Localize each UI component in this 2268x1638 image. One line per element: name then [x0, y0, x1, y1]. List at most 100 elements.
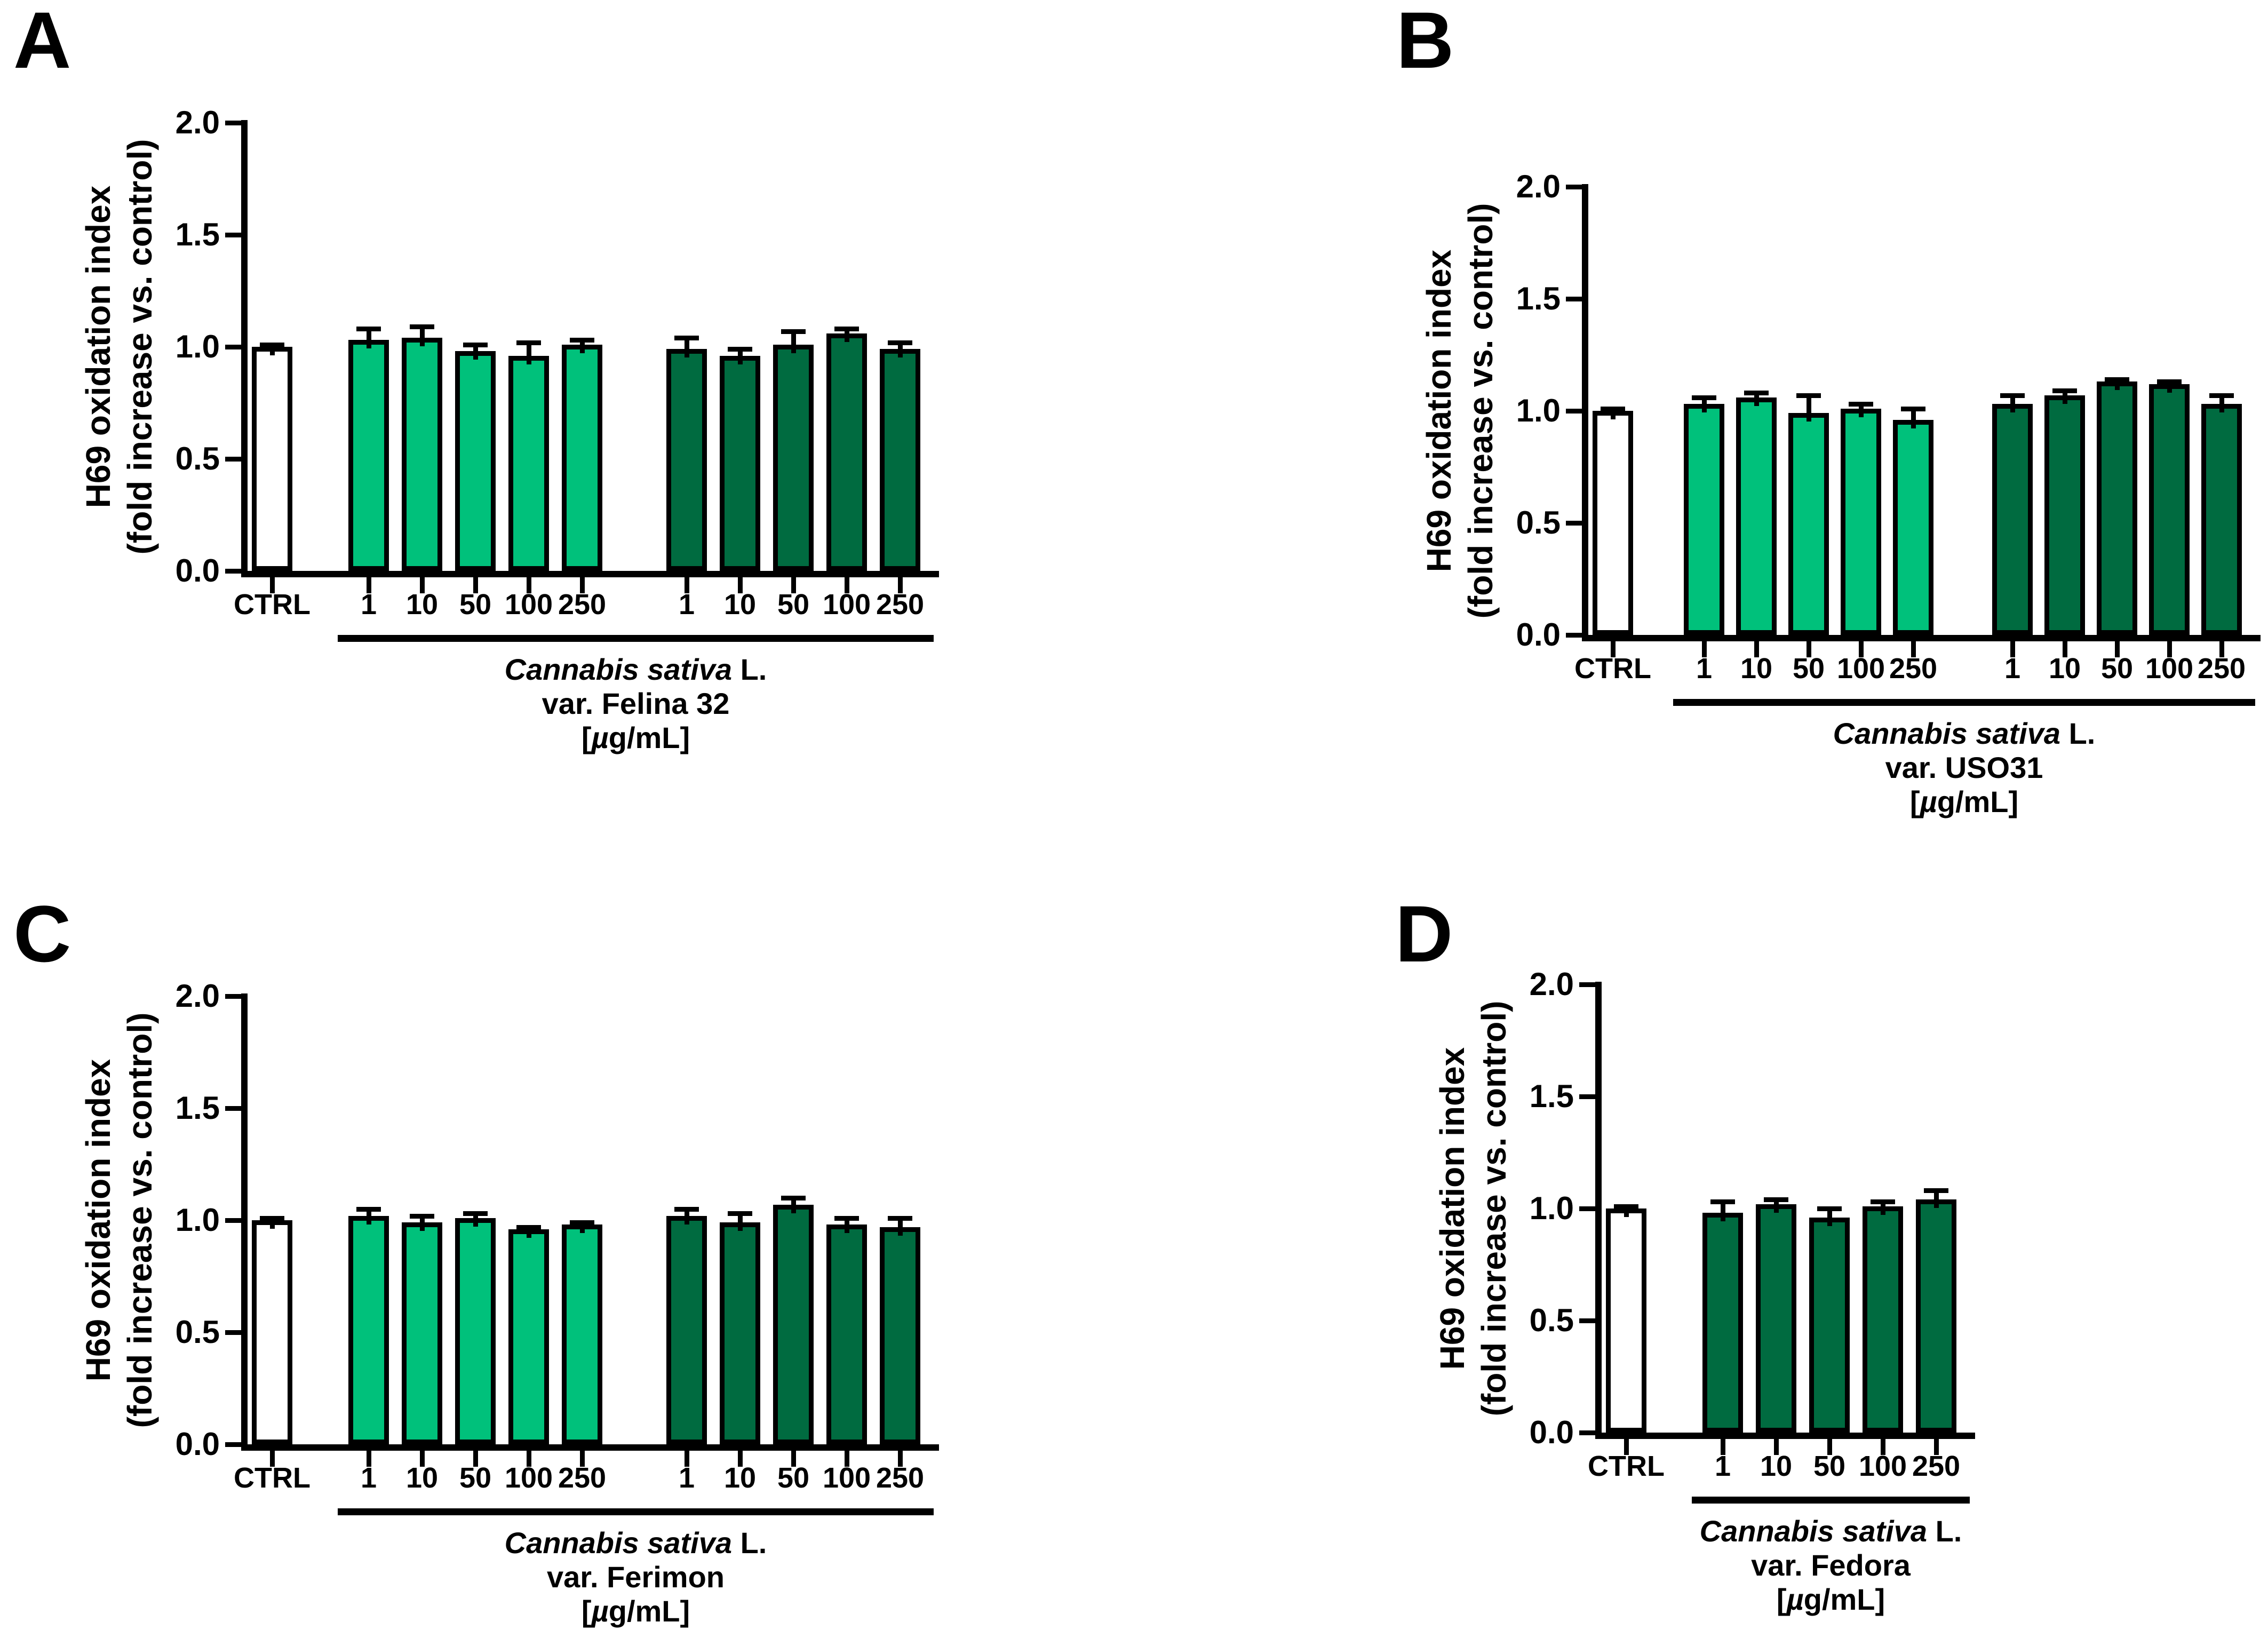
- y-tick: [1579, 982, 1595, 987]
- bar-CTRL-control: [1606, 1208, 1646, 1433]
- x-tick: [1859, 641, 1864, 657]
- group-underline: [1673, 699, 2255, 706]
- y-tick-label: 1.5: [1529, 1078, 1574, 1114]
- y-tick-label: 0.0: [175, 1426, 220, 1462]
- panel-letter: B: [1396, 0, 1454, 85]
- error-bar-cap: [260, 342, 284, 347]
- y-tick-label: 1.0: [1516, 393, 1561, 428]
- y-tick: [225, 1106, 241, 1111]
- x-tick-label: 100: [822, 1462, 871, 1494]
- error-bar-line: [791, 331, 796, 353]
- error-bar-cap: [2105, 377, 2129, 383]
- error-bar-cap: [2209, 393, 2234, 398]
- unit-rest: g/mL]: [1937, 785, 2019, 818]
- error-bar-cap: [834, 1215, 859, 1221]
- y-tick: [1566, 297, 1582, 301]
- x-tick: [473, 577, 478, 593]
- group-label-species-rest: L.: [732, 1526, 767, 1560]
- x-tick: [580, 577, 585, 593]
- bar-50-dark: [773, 344, 814, 571]
- error-bar-line: [2219, 395, 2224, 413]
- error-bar-cap: [1710, 1199, 1735, 1205]
- bar-100-light: [508, 1229, 549, 1444]
- x-tick-label: 250: [1889, 653, 1938, 685]
- error-bar-cap: [781, 329, 806, 334]
- x-tick: [738, 577, 743, 593]
- unit-bracket: [: [1776, 1583, 1787, 1616]
- error-bar-cap: [356, 1207, 381, 1212]
- error-bar-cap: [1924, 1188, 1948, 1194]
- error-bar-line: [738, 1213, 743, 1231]
- x-tick: [1611, 641, 1616, 657]
- bar-10-light: [402, 338, 442, 571]
- x-tick: [685, 577, 689, 593]
- group-label-species-rest: L.: [2060, 717, 2096, 750]
- group-label-unit: [µg/mL]: [1458, 1582, 2205, 1617]
- bar-CTRL-control: [1593, 411, 1633, 635]
- bar-250-light: [1893, 419, 1933, 635]
- group-label-unit: [µg/mL]: [1591, 784, 2268, 820]
- panel-letter: D: [1395, 889, 1453, 979]
- unit-micro-sign: µ: [1920, 785, 1937, 818]
- error-bar-cap: [1901, 406, 1925, 411]
- y-tick-label: 1.0: [175, 1202, 220, 1238]
- error-bar-cap: [674, 336, 699, 341]
- x-tick-label: 1: [1696, 653, 1713, 685]
- unit-rest: g/mL]: [1803, 1583, 1885, 1616]
- x-tick-label: 10: [1740, 653, 1773, 685]
- y-tick-label: 0.5: [175, 1314, 220, 1350]
- error-bar-line: [845, 1218, 849, 1234]
- error-bar-line: [473, 1213, 478, 1227]
- panel-B: B H69 oxidation index (fold increase vs. c…: [1134, 0, 2268, 819]
- y-tick: [225, 233, 241, 237]
- bar-1-light: [348, 340, 389, 571]
- y-tick-label: 2.0: [175, 978, 220, 1014]
- x-tick-label: 250: [876, 1462, 925, 1494]
- x-tick-label: 100: [1858, 1450, 1907, 1482]
- x-tick-label: 50: [1792, 653, 1825, 685]
- error-bar-cap: [463, 342, 488, 347]
- y-tick: [1566, 521, 1582, 526]
- group-label-variety: var. Felina 32: [542, 687, 730, 720]
- error-bar-cap: [516, 340, 541, 345]
- error-bar-line: [2010, 395, 2015, 413]
- y-tick: [1579, 1206, 1595, 1211]
- y-tick-label: 2.0: [1516, 169, 1561, 204]
- unit-micro-sign: µ: [591, 1594, 609, 1628]
- x-tick-label: 1: [678, 1462, 695, 1494]
- unit-micro-sign: µ: [591, 721, 609, 754]
- y-axis-line: [1595, 982, 1602, 1439]
- group-label-species-italic: Cannabis sativa: [1699, 1514, 1928, 1548]
- group-underline: [1692, 1497, 1970, 1504]
- error-bar-line: [270, 1218, 275, 1229]
- error-bar-line: [367, 1209, 371, 1224]
- bar-100-dark: [1863, 1206, 1903, 1433]
- unit-rest: g/mL]: [608, 1594, 690, 1628]
- error-bar-line: [2063, 391, 2067, 404]
- error-bar-cap: [1817, 1206, 1842, 1211]
- bar-250-dark: [2201, 404, 2242, 635]
- x-tick-label: 1: [2004, 653, 2021, 685]
- error-bar-cap: [674, 1207, 699, 1212]
- y-tick: [225, 1218, 241, 1223]
- error-bar-cap: [570, 1220, 594, 1226]
- bar-50-light: [1788, 413, 1829, 635]
- error-bar-line: [791, 1198, 796, 1213]
- x-tick-label: 10: [405, 1462, 439, 1494]
- error-bar-cap: [1849, 402, 1873, 407]
- bar-1-dark: [666, 349, 707, 571]
- error-bar-cap: [1614, 1204, 1638, 1209]
- panel-letter: C: [13, 889, 71, 979]
- error-bar-cap: [260, 1215, 284, 1221]
- group-label-species-italic: Cannabis sativa: [504, 1526, 733, 1560]
- y-tick-label: 0.5: [1516, 505, 1561, 540]
- y-axis-title-line1: H69 oxidation index: [79, 1059, 117, 1382]
- x-tick: [367, 1451, 371, 1467]
- y-tick-label: 0.5: [175, 441, 220, 476]
- x-tick: [270, 1451, 275, 1467]
- y-axis-title-line1: H69 oxidation index: [1433, 1047, 1471, 1370]
- x-tick: [738, 1451, 743, 1467]
- error-bar-line: [1774, 1199, 1779, 1213]
- error-bar-line: [1827, 1208, 1832, 1226]
